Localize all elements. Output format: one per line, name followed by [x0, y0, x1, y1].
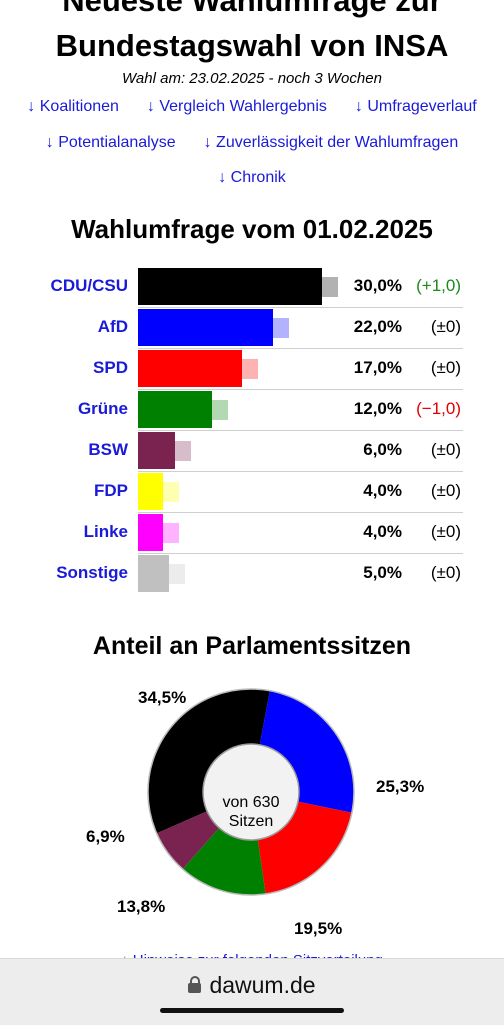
seat-share-label: 34,5%	[138, 688, 187, 707]
nav-row: ↓ Chronik	[0, 169, 504, 187]
seats-title: Anteil an Parlamentssitzen	[92, 632, 412, 660]
poll-value-label: 6,0%	[363, 440, 402, 459]
poll-change-label: (±0)	[430, 481, 461, 500]
row-separator	[138, 307, 463, 308]
poll-bar-ghost	[146, 523, 179, 543]
poll-change-label: (+1,0)	[416, 276, 461, 295]
poll-value-label: 30,0%	[353, 276, 402, 295]
party-label[interactable]: SPD	[93, 358, 128, 377]
poll-value-label: 17,0%	[353, 358, 402, 377]
seat-share-label: 6,9%	[86, 827, 125, 846]
home-indicator	[160, 1008, 344, 1013]
page-title-line2: Bundestagswahl von INSA	[55, 28, 449, 63]
poll-change-label: (±0)	[430, 522, 461, 541]
poll-change-label: (±0)	[430, 317, 461, 336]
page-title-line1: Neueste Wahlumfrage zur	[62, 0, 442, 18]
poll-bar-ghost	[195, 400, 228, 420]
poll-bar	[138, 268, 322, 305]
donut-center	[202, 743, 300, 841]
party-label[interactable]: BSW	[88, 440, 128, 459]
lock-icon	[188, 976, 202, 993]
poll-bar-ghost	[152, 564, 185, 584]
poll-bar-ghost	[226, 359, 259, 379]
poll-bar	[138, 309, 273, 346]
nav-row: ↓ Potentialanalyse ↓ Zuverlässigkeit der…	[0, 134, 504, 152]
url-text: dawum.de	[209, 972, 316, 998]
seat-share-label: 19,5%	[294, 919, 343, 938]
nav-link-koalitionen[interactable]: ↓ Koalitionen	[27, 98, 119, 115]
seat-donut-chart: von 630 Sitzen	[147, 688, 355, 896]
donut-center-line1: von 630	[223, 794, 280, 811]
poll-value-label: 12,0%	[353, 399, 402, 418]
election-date: Wahl am: 23.02.2025 - noch 3 Wochen	[122, 70, 382, 87]
poll-bar	[138, 473, 163, 510]
nav-link-potentialanalyse[interactable]: ↓ Potentialanalyse	[45, 134, 176, 151]
poll-value-label: 4,0%	[363, 522, 402, 541]
poll-value-label: 22,0%	[353, 317, 402, 336]
poll-bar	[138, 432, 175, 469]
row-separator	[138, 512, 463, 513]
poll-bar	[138, 514, 163, 551]
donut-slice	[148, 689, 270, 834]
poll-bar-ghost	[306, 277, 338, 297]
poll-bar	[138, 350, 243, 387]
nav-link-zuverlaessigkeit[interactable]: ↓ Zuverlässigkeit der Wahlumfragen	[203, 134, 459, 151]
url-display[interactable]: dawum.de	[0, 972, 504, 999]
row-separator	[138, 553, 463, 554]
nav-link-chronik[interactable]: ↓ Chronik	[218, 169, 286, 186]
donut-center-line2: Sitzen	[229, 813, 273, 830]
party-label[interactable]: Linke	[83, 522, 128, 541]
row-separator	[138, 430, 463, 431]
row-separator	[138, 389, 463, 390]
poll-bar	[138, 555, 169, 592]
poll-bar-chart: CDU/CSU 30,0% (+1,0) AfD 22,0% (±0) SPD 17,0% (±…	[50, 268, 463, 592]
nav-link-umfrageverlauf[interactable]: ↓ Umfrageverlauf	[354, 98, 477, 115]
donut-outline	[147, 688, 355, 896]
poll-change-label: (±0)	[430, 440, 461, 459]
party-label[interactable]: CDU/CSU	[50, 276, 128, 295]
seat-share-label: 25,3%	[376, 777, 425, 796]
poll-change-label: (−1,0)	[416, 399, 461, 418]
party-label[interactable]: Sonstige	[56, 563, 128, 582]
poll-bar-ghost	[256, 318, 289, 338]
nav-row: ↓ Koalitionen ↓ Vergleich Wahlergebnis ↓…	[0, 98, 504, 116]
poll-change-label: (±0)	[430, 563, 461, 582]
row-separator	[138, 348, 463, 349]
browser-address-bar[interactable]: dawum.de	[0, 958, 504, 1025]
poll-value-label: 4,0%	[363, 481, 402, 500]
poll-value-label: 5,0%	[363, 563, 402, 582]
poll-bar-ghost	[158, 441, 191, 461]
footer-link-partial[interactable]: ↓ Hinweise zur folgenden Sitzverteilung	[121, 952, 383, 962]
row-separator	[138, 471, 463, 472]
poll-change-label: (±0)	[430, 358, 461, 377]
party-label[interactable]: FDP	[94, 481, 128, 500]
poll-title: Wahlumfrage vom 01.02.2025	[71, 214, 433, 244]
poll-bar-ghost	[146, 482, 179, 502]
party-label[interactable]: AfD	[97, 317, 128, 336]
nav-link-vergleich[interactable]: ↓ Vergleich Wahlergebnis	[146, 98, 327, 115]
seat-share-label: 13,8%	[117, 897, 166, 916]
party-label[interactable]: Grüne	[77, 399, 128, 418]
poll-bar	[138, 391, 212, 428]
